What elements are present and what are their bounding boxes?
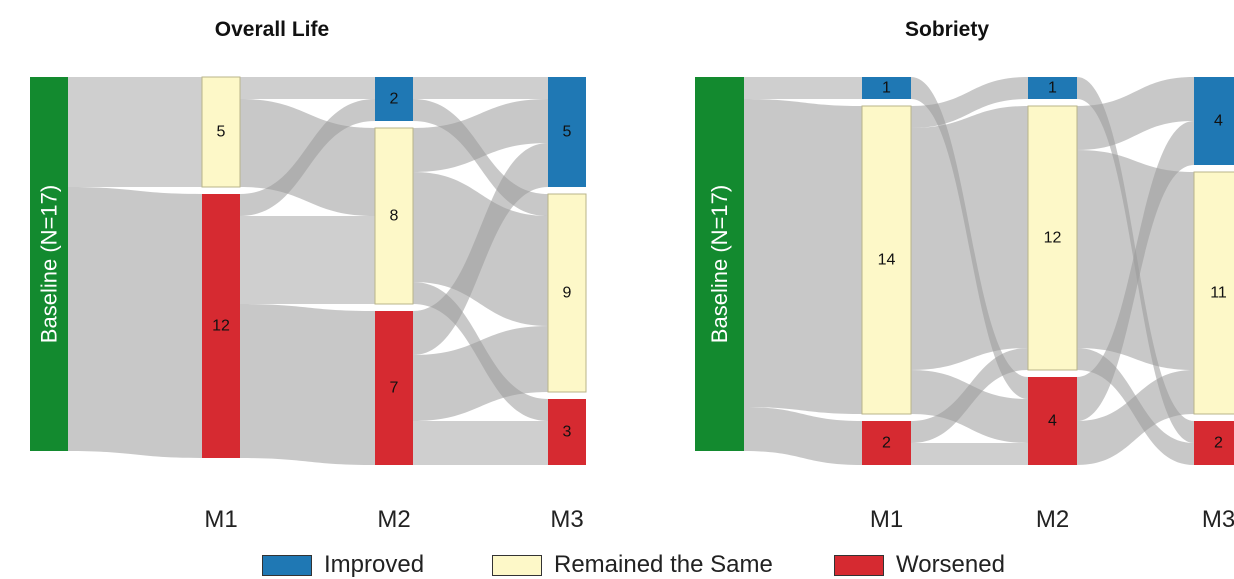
flow-link-m2-worsened-to-m3-remained-the-same (1077, 370, 1194, 465)
legend-swatch (262, 554, 312, 576)
legend-swatch (834, 554, 884, 576)
node-count-label: 4 (1048, 413, 1057, 430)
node-count-label: 4 (1214, 113, 1223, 130)
node-count-label: 2 (390, 91, 399, 108)
node-m1-worsened (202, 194, 240, 458)
node-m3-worsened (548, 399, 586, 465)
flow-link-m2-improved-to-m3-improved (413, 77, 548, 99)
baseline-label: Baseline (N=17) (707, 185, 732, 343)
node-m1-remained-the-same (201, 76, 241, 188)
panel-title: Sobriety (905, 18, 989, 41)
flow-link-m1-worsened-to-m2-improved (240, 99, 375, 216)
legend-swatch (492, 554, 542, 576)
stage-label-m1: M1 (870, 506, 903, 533)
node-m2-remained-the-same (1027, 105, 1078, 371)
flow-link-m1-remained-the-same-to-m2-remained-the-same (911, 106, 1028, 370)
node-m3-remained-the-same (547, 193, 587, 393)
node-count-label: 1 (882, 80, 891, 97)
nodes: Baseline (N=17) 5 12 2 8 7 5 9 3 (30, 76, 587, 465)
node-m2-improved (1028, 77, 1077, 99)
node-count-label: 12 (1044, 230, 1062, 247)
node-count-label: 3 (563, 424, 572, 441)
flow-link-baseline-to-m1-remained-the-same (744, 99, 862, 414)
flow-links (744, 77, 1194, 465)
legend-label: Remained the Same (554, 551, 773, 578)
legend-label: Worsened (896, 551, 1005, 578)
node-count-label: 2 (1214, 435, 1223, 452)
flow-link-m2-remained-the-same-to-m3-improved (413, 99, 548, 172)
flow-link-m1-worsened-to-m2-worsened (911, 443, 1028, 465)
stage-label-m3: M3 (1202, 506, 1234, 533)
flow-link-m2-worsened-to-m3-remained-the-same (413, 326, 548, 421)
panel-title: Overall Life (215, 18, 329, 41)
node-m1-improved (862, 77, 911, 99)
flow-link-baseline-to-m1-improved (744, 77, 862, 99)
baseline-node (695, 77, 744, 451)
legend-item-improved: Improved (262, 551, 424, 579)
flow-link-baseline-to-m1-remained-the-same (68, 77, 202, 187)
stage-label-m3: M3 (550, 506, 583, 533)
legend-item-remained-the-same: Remained the Same (492, 551, 773, 579)
flow-link-baseline-to-m1-worsened (744, 407, 862, 465)
flow-link-m2-worsened-to-m3-improved (413, 143, 548, 355)
node-m3-worsened (1194, 421, 1234, 465)
flow-links (68, 77, 548, 465)
flow-link-m1-worsened-to-m2-worsened (240, 304, 375, 465)
baseline-node (30, 77, 68, 451)
panel-overall-life: Overall Life Baseline (N=17) 5 12 2 8 7 5 9 3 M1 M… (30, 18, 587, 533)
flow-link-m2-worsened-to-m3-improved (1077, 121, 1194, 421)
node-count-label: 5 (217, 124, 226, 141)
node-m2-improved (375, 77, 413, 121)
node-m1-worsened (862, 421, 911, 465)
legend: Improved Remained the Same Worsened (0, 551, 1234, 579)
stage-label-m2: M2 (377, 506, 410, 533)
node-m3-improved (1194, 77, 1234, 165)
legend-item-worsened: Worsened (834, 551, 1005, 579)
node-m2-worsened (375, 311, 413, 465)
node-count-label: 2 (882, 435, 891, 452)
node-m3-improved (548, 77, 586, 187)
flow-link-m1-worsened-to-m2-remained-the-same (240, 216, 375, 304)
flow-link-m1-remained-the-same-to-m2-improved (911, 77, 1028, 128)
node-count-label: 9 (563, 285, 572, 302)
node-count-label: 14 (878, 252, 896, 269)
stage-label-m1: M1 (204, 506, 237, 533)
flow-link-m2-worsened-to-m3-worsened (413, 421, 548, 465)
node-count-label: 12 (212, 318, 230, 335)
node-count-label: 8 (390, 208, 399, 225)
legend-label: Improved (324, 551, 425, 578)
node-count-label: 5 (563, 124, 572, 141)
node-m2-remained-the-same (374, 127, 414, 305)
flow-link-m1-remained-the-same-to-m2-improved (240, 77, 375, 99)
baseline-label: Baseline (N=17) (37, 185, 62, 343)
node-m3-remained-the-same (1193, 171, 1234, 415)
node-count-label: 11 (1210, 285, 1227, 302)
stage-label-m2: M2 (1036, 506, 1069, 533)
flow-link-m1-worsened-to-m2-remained-the-same (911, 348, 1028, 443)
node-count-label: 1 (1048, 80, 1057, 97)
node-count-label: 7 (390, 380, 399, 397)
node-m1-remained-the-same (861, 105, 912, 415)
node-m2-worsened (1028, 377, 1077, 465)
flow-link-m2-remained-the-same-to-m3-improved (1077, 77, 1194, 150)
flow-link-baseline-to-m1-worsened (68, 187, 202, 458)
